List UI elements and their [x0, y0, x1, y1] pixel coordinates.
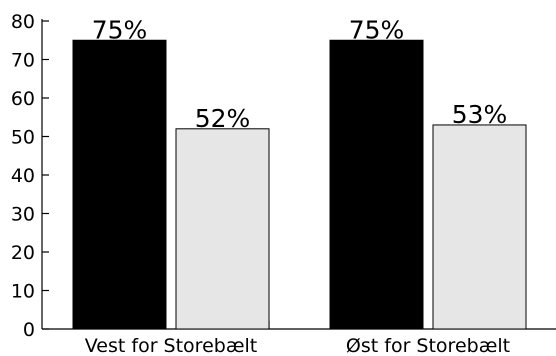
bar-light-0: [175, 128, 270, 330]
bar-dark-0: [72, 39, 167, 330]
y-tick-label: 10: [11, 281, 35, 303]
data-label: 75%: [349, 15, 405, 44]
y-tick-label: 30: [11, 204, 35, 226]
data-label: 75%: [92, 15, 148, 44]
y-tick-label: 40: [11, 165, 35, 187]
bar-dark-1: [329, 39, 424, 330]
data-label: 53%: [452, 100, 508, 129]
y-tick-label: 70: [11, 50, 35, 72]
bars: [72, 39, 527, 330]
labels: 0 10 20 30 40 50 60 70 80 75% 52% Vest for Storebæl…: [11, 11, 510, 356]
data-label: 52%: [195, 104, 251, 133]
y-tick-label: 0: [23, 319, 35, 341]
y-tick-label: 20: [11, 242, 35, 264]
y-tick-label: 60: [11, 88, 35, 110]
bar-light-1: [432, 124, 527, 330]
category-label: Vest for Storebælt: [85, 335, 257, 356]
y-tick-label: 50: [11, 127, 35, 149]
category-label: Øst for Storebælt: [346, 335, 510, 356]
y-tick-label: 80: [11, 11, 35, 33]
